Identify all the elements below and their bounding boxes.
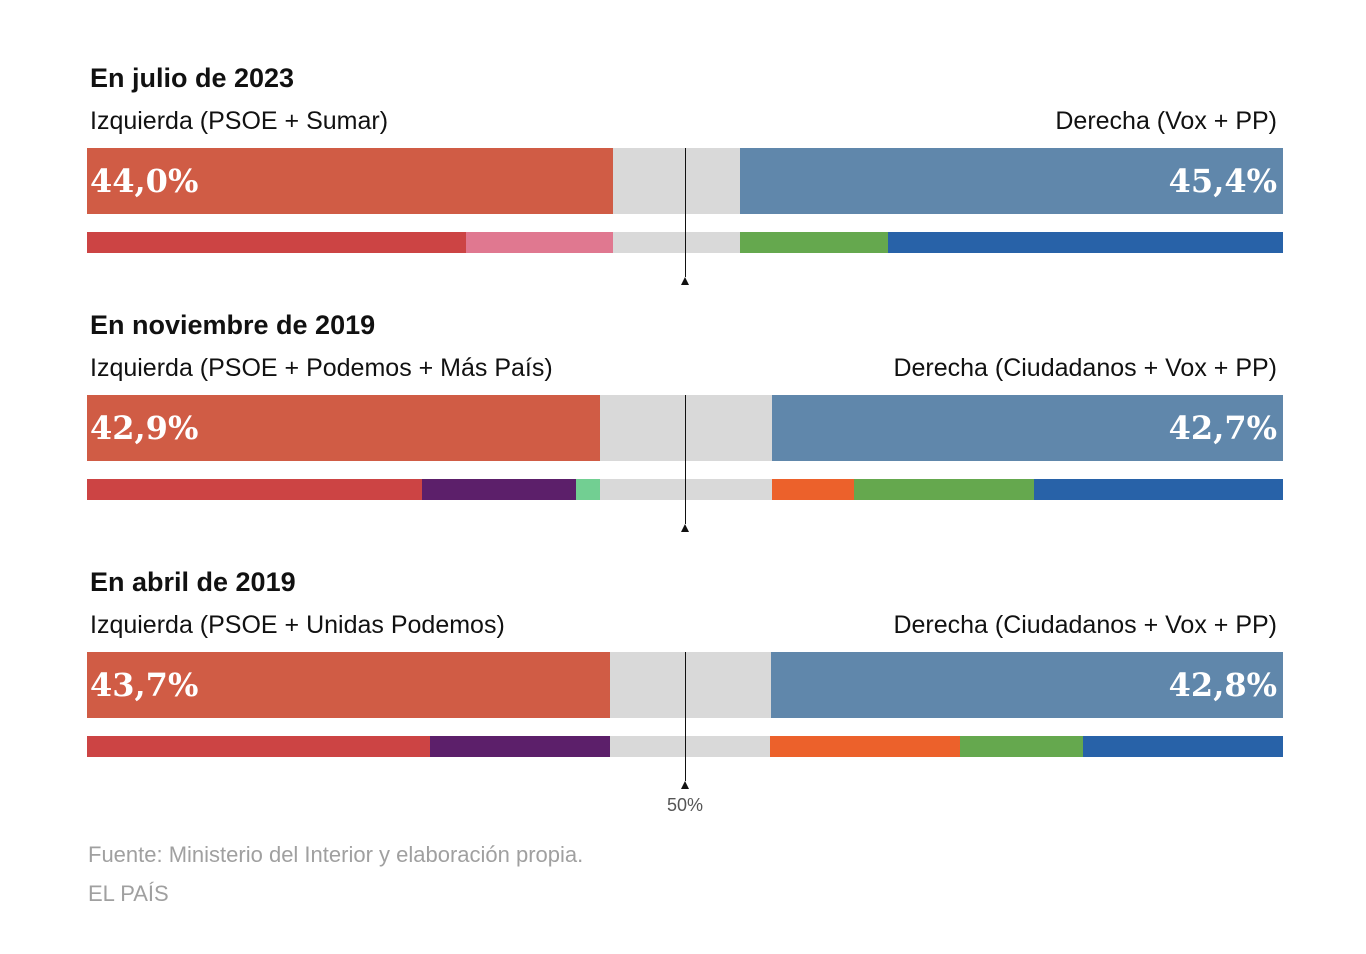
right-party-segment	[772, 479, 854, 500]
midline-axis-label: 50%	[667, 795, 704, 815]
right-party-segment	[960, 736, 1084, 757]
source-note: Fuente: Ministerio del Interior y elabor…	[88, 842, 584, 867]
left-party-segment	[430, 736, 610, 757]
left-party-segment	[87, 232, 467, 253]
left-party-segment	[87, 736, 431, 757]
panel-title: En julio de 2023	[90, 63, 295, 93]
right-bloc-label: Derecha (Ciudadanos + Vox + PP)	[893, 611, 1277, 639]
right-party-segment	[853, 479, 1035, 500]
panel-title: En abril de 2019	[90, 567, 296, 597]
left-bloc-bar	[87, 395, 601, 461]
right-bloc-bar	[772, 395, 1283, 461]
midline-marker	[681, 524, 689, 532]
left-party-segment	[466, 232, 614, 253]
publisher-credit: EL PAÍS	[88, 881, 169, 906]
right-party-segment	[769, 736, 961, 757]
left-bloc-bar	[87, 148, 614, 214]
right-bloc-value: 42,7%	[1168, 409, 1277, 447]
chart-panel: En noviembre de 2019 Izquierda (PSOE + Po…	[0, 309, 1366, 559]
midline-marker	[681, 277, 689, 285]
right-bloc-label: Derecha (Ciudadanos + Vox + PP)	[893, 354, 1277, 382]
right-bloc-bar	[740, 148, 1283, 214]
left-party-segment	[421, 479, 577, 500]
left-bloc-value: 42,9%	[90, 409, 199, 447]
chart-panel: En julio de 2023 Izquierda (PSOE + Sumar)…	[0, 62, 1366, 312]
right-bloc-value: 45,4%	[1168, 162, 1277, 200]
right-bloc-bar	[771, 652, 1283, 718]
panel-title: En noviembre de 2019	[90, 310, 376, 340]
left-party-segment	[87, 479, 422, 500]
right-party-segment	[1083, 736, 1283, 757]
midline	[685, 148, 686, 277]
left-bloc-label: Izquierda (PSOE + Podemos + Más País)	[90, 354, 553, 382]
left-party-segment	[576, 479, 601, 500]
left-bloc-bar	[87, 652, 610, 718]
left-bloc-value: 44,0%	[90, 162, 199, 200]
right-party-segment	[888, 232, 1283, 253]
left-bloc-label: Izquierda (PSOE + Sumar)	[90, 107, 389, 135]
right-party-segment	[740, 232, 889, 253]
midline	[685, 395, 686, 524]
right-party-segment	[1034, 479, 1283, 500]
midline	[685, 652, 686, 781]
left-bloc-label: Izquierda (PSOE + Unidas Podemos)	[90, 611, 505, 639]
right-bloc-label: Derecha (Vox + PP)	[1055, 107, 1277, 135]
left-bloc-value: 43,7%	[90, 666, 199, 704]
right-bloc-value: 42,8%	[1168, 666, 1277, 704]
midline-marker	[681, 781, 689, 789]
chart-panel: En abril de 2019 Izquierda (PSOE + Unidas…	[0, 566, 1366, 816]
